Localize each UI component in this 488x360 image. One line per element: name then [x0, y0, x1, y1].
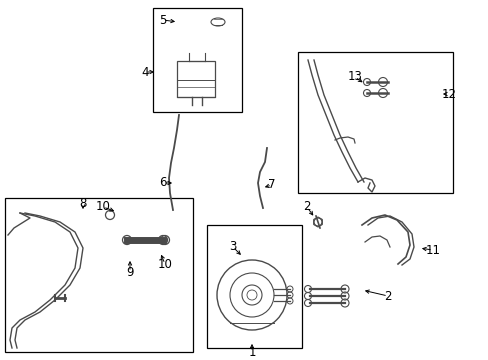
Text: 2: 2 [303, 201, 310, 213]
Text: 5: 5 [159, 13, 166, 27]
Text: 7: 7 [268, 179, 275, 192]
Text: 11: 11 [425, 243, 440, 256]
Text: 2: 2 [384, 289, 391, 302]
Text: 4: 4 [141, 66, 148, 78]
Text: 9: 9 [126, 265, 134, 279]
Text: 8: 8 [79, 198, 86, 211]
Bar [297, 52, 452, 193]
Bar [206, 225, 302, 348]
Text: 3: 3 [229, 240, 236, 253]
Text: 6: 6 [159, 176, 166, 189]
Text: 12: 12 [441, 87, 456, 100]
Text: 10: 10 [157, 257, 172, 270]
Text: 1: 1 [248, 346, 255, 359]
Bar [153, 8, 242, 112]
Bar [5, 198, 193, 352]
Text: 13: 13 [347, 71, 362, 84]
Text: 10: 10 [95, 201, 110, 213]
